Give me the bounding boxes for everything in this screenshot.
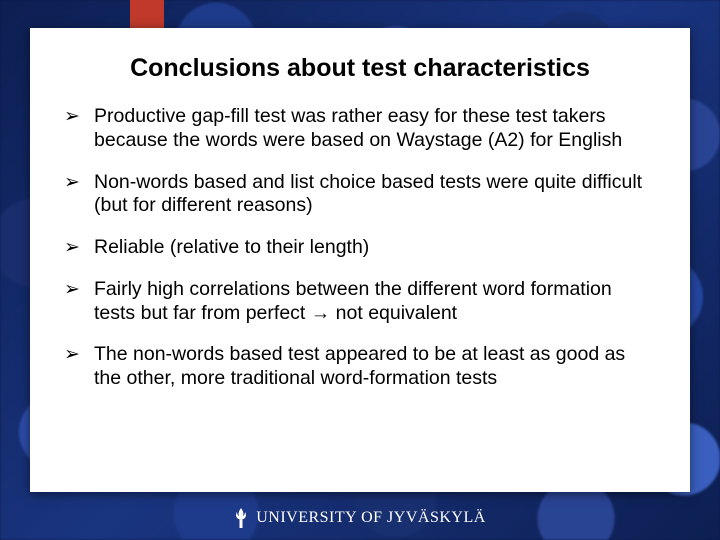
footer-text: UNIVERSITY OF JYVÄSKYLÄ [256, 509, 486, 527]
footer-logo: UNIVERSITY OF JYVÄSKYLÄ [0, 508, 720, 528]
torch-icon [234, 508, 248, 528]
slide-title: Conclusions about test characteristics [58, 54, 662, 83]
slide: Conclusions about test characteristics P… [0, 0, 720, 540]
bullet-item: Fairly high correlations between the dif… [64, 278, 656, 326]
bullet-list: Productive gap-fill test was rather easy… [58, 105, 662, 391]
bullet-item: Non-words based and list choice based te… [64, 171, 656, 219]
bullet-item: The non-words based test appeared to be … [64, 343, 656, 391]
content-panel: Conclusions about test characteristics P… [30, 28, 690, 492]
bullet-item: Productive gap-fill test was rather easy… [64, 105, 656, 153]
bullet-item: Reliable (relative to their length) [64, 236, 656, 260]
accent-square [130, 0, 164, 28]
